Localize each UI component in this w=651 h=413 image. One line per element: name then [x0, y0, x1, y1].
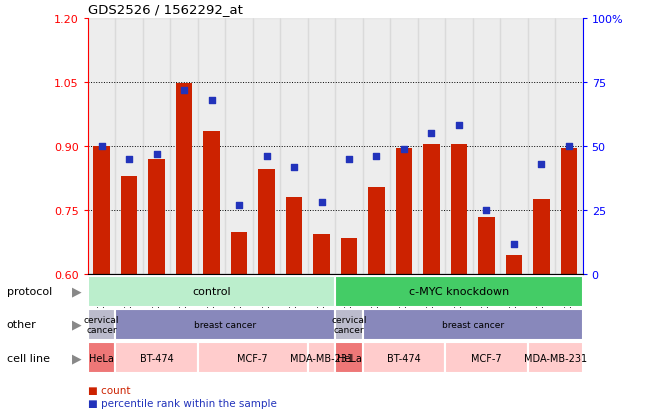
Bar	[363, 19, 390, 275]
Bar	[500, 19, 528, 275]
Point	[206, 97, 217, 104]
Text: ▶: ▶	[72, 351, 81, 364]
Bar	[231, 232, 247, 275]
Bar	[368, 187, 385, 275]
Text: breast cancer: breast cancer	[194, 320, 256, 329]
Bar	[88, 19, 115, 275]
Text: HeLa: HeLa	[337, 353, 361, 363]
Bar	[121, 176, 137, 275]
Bar	[203, 132, 220, 275]
Text: BT-474: BT-474	[140, 353, 173, 363]
Text: other: other	[7, 320, 36, 330]
Text: cell line: cell line	[7, 353, 49, 363]
Point	[564, 143, 574, 150]
Bar	[286, 198, 302, 275]
Bar	[335, 342, 363, 373]
Bar	[528, 342, 583, 373]
Bar	[506, 255, 522, 275]
Bar	[528, 19, 555, 275]
Text: GDS2526 / 1562292_at: GDS2526 / 1562292_at	[88, 3, 243, 16]
Bar	[225, 19, 253, 275]
Point	[289, 164, 299, 171]
Bar	[88, 342, 115, 373]
Point	[316, 199, 327, 206]
Bar	[308, 342, 335, 373]
Bar	[561, 149, 577, 275]
Text: c-MYC knockdown: c-MYC knockdown	[409, 287, 509, 297]
Point	[152, 151, 162, 158]
Bar	[363, 342, 445, 373]
Bar	[198, 19, 225, 275]
Text: ■ percentile rank within the sample: ■ percentile rank within the sample	[88, 398, 277, 408]
Bar	[555, 19, 583, 275]
Bar	[423, 145, 439, 275]
Point	[234, 202, 244, 209]
Bar	[363, 309, 583, 340]
Point	[179, 87, 189, 94]
Bar	[281, 19, 308, 275]
Point	[454, 123, 464, 129]
Bar	[308, 19, 335, 275]
Text: MCF-7: MCF-7	[471, 353, 502, 363]
Bar	[115, 342, 198, 373]
Bar	[396, 149, 412, 275]
Bar	[390, 19, 418, 275]
Bar	[176, 84, 192, 275]
Text: protocol: protocol	[7, 287, 52, 297]
Bar	[445, 342, 528, 373]
Text: breast cancer: breast cancer	[441, 320, 504, 329]
Text: MDA-MB-231: MDA-MB-231	[523, 353, 587, 363]
Bar	[88, 309, 115, 340]
Bar	[478, 217, 495, 275]
Bar	[253, 19, 281, 275]
Bar	[93, 147, 110, 275]
Bar	[335, 19, 363, 275]
Bar	[115, 19, 143, 275]
Bar	[450, 145, 467, 275]
Bar	[115, 309, 335, 340]
Bar	[171, 19, 198, 275]
Point	[96, 143, 107, 150]
Point	[124, 156, 134, 163]
Point	[344, 156, 354, 163]
Text: ■ count: ■ count	[88, 385, 130, 395]
Text: control: control	[192, 287, 231, 297]
Bar	[335, 276, 583, 307]
Bar	[88, 276, 335, 307]
Bar	[258, 170, 275, 275]
Bar	[148, 159, 165, 275]
Point	[261, 154, 271, 160]
Bar	[445, 19, 473, 275]
Text: BT-474: BT-474	[387, 353, 421, 363]
Point	[508, 241, 519, 247]
Point	[536, 161, 547, 168]
Text: HeLa: HeLa	[89, 353, 114, 363]
Point	[399, 146, 409, 152]
Text: ▶: ▶	[72, 285, 81, 298]
Text: MCF-7: MCF-7	[238, 353, 268, 363]
Point	[371, 154, 381, 160]
Text: cervical
cancer: cervical cancer	[84, 315, 119, 334]
Bar	[198, 342, 308, 373]
Text: MDA-MB-231: MDA-MB-231	[290, 353, 353, 363]
Point	[426, 131, 437, 137]
Text: ▶: ▶	[72, 318, 81, 331]
Bar	[473, 19, 500, 275]
Bar	[533, 200, 549, 275]
Bar	[340, 238, 357, 275]
Bar	[418, 19, 445, 275]
Bar	[143, 19, 171, 275]
Bar	[335, 309, 363, 340]
Bar	[313, 234, 330, 275]
Point	[481, 207, 492, 214]
Text: cervical
cancer: cervical cancer	[331, 315, 367, 334]
